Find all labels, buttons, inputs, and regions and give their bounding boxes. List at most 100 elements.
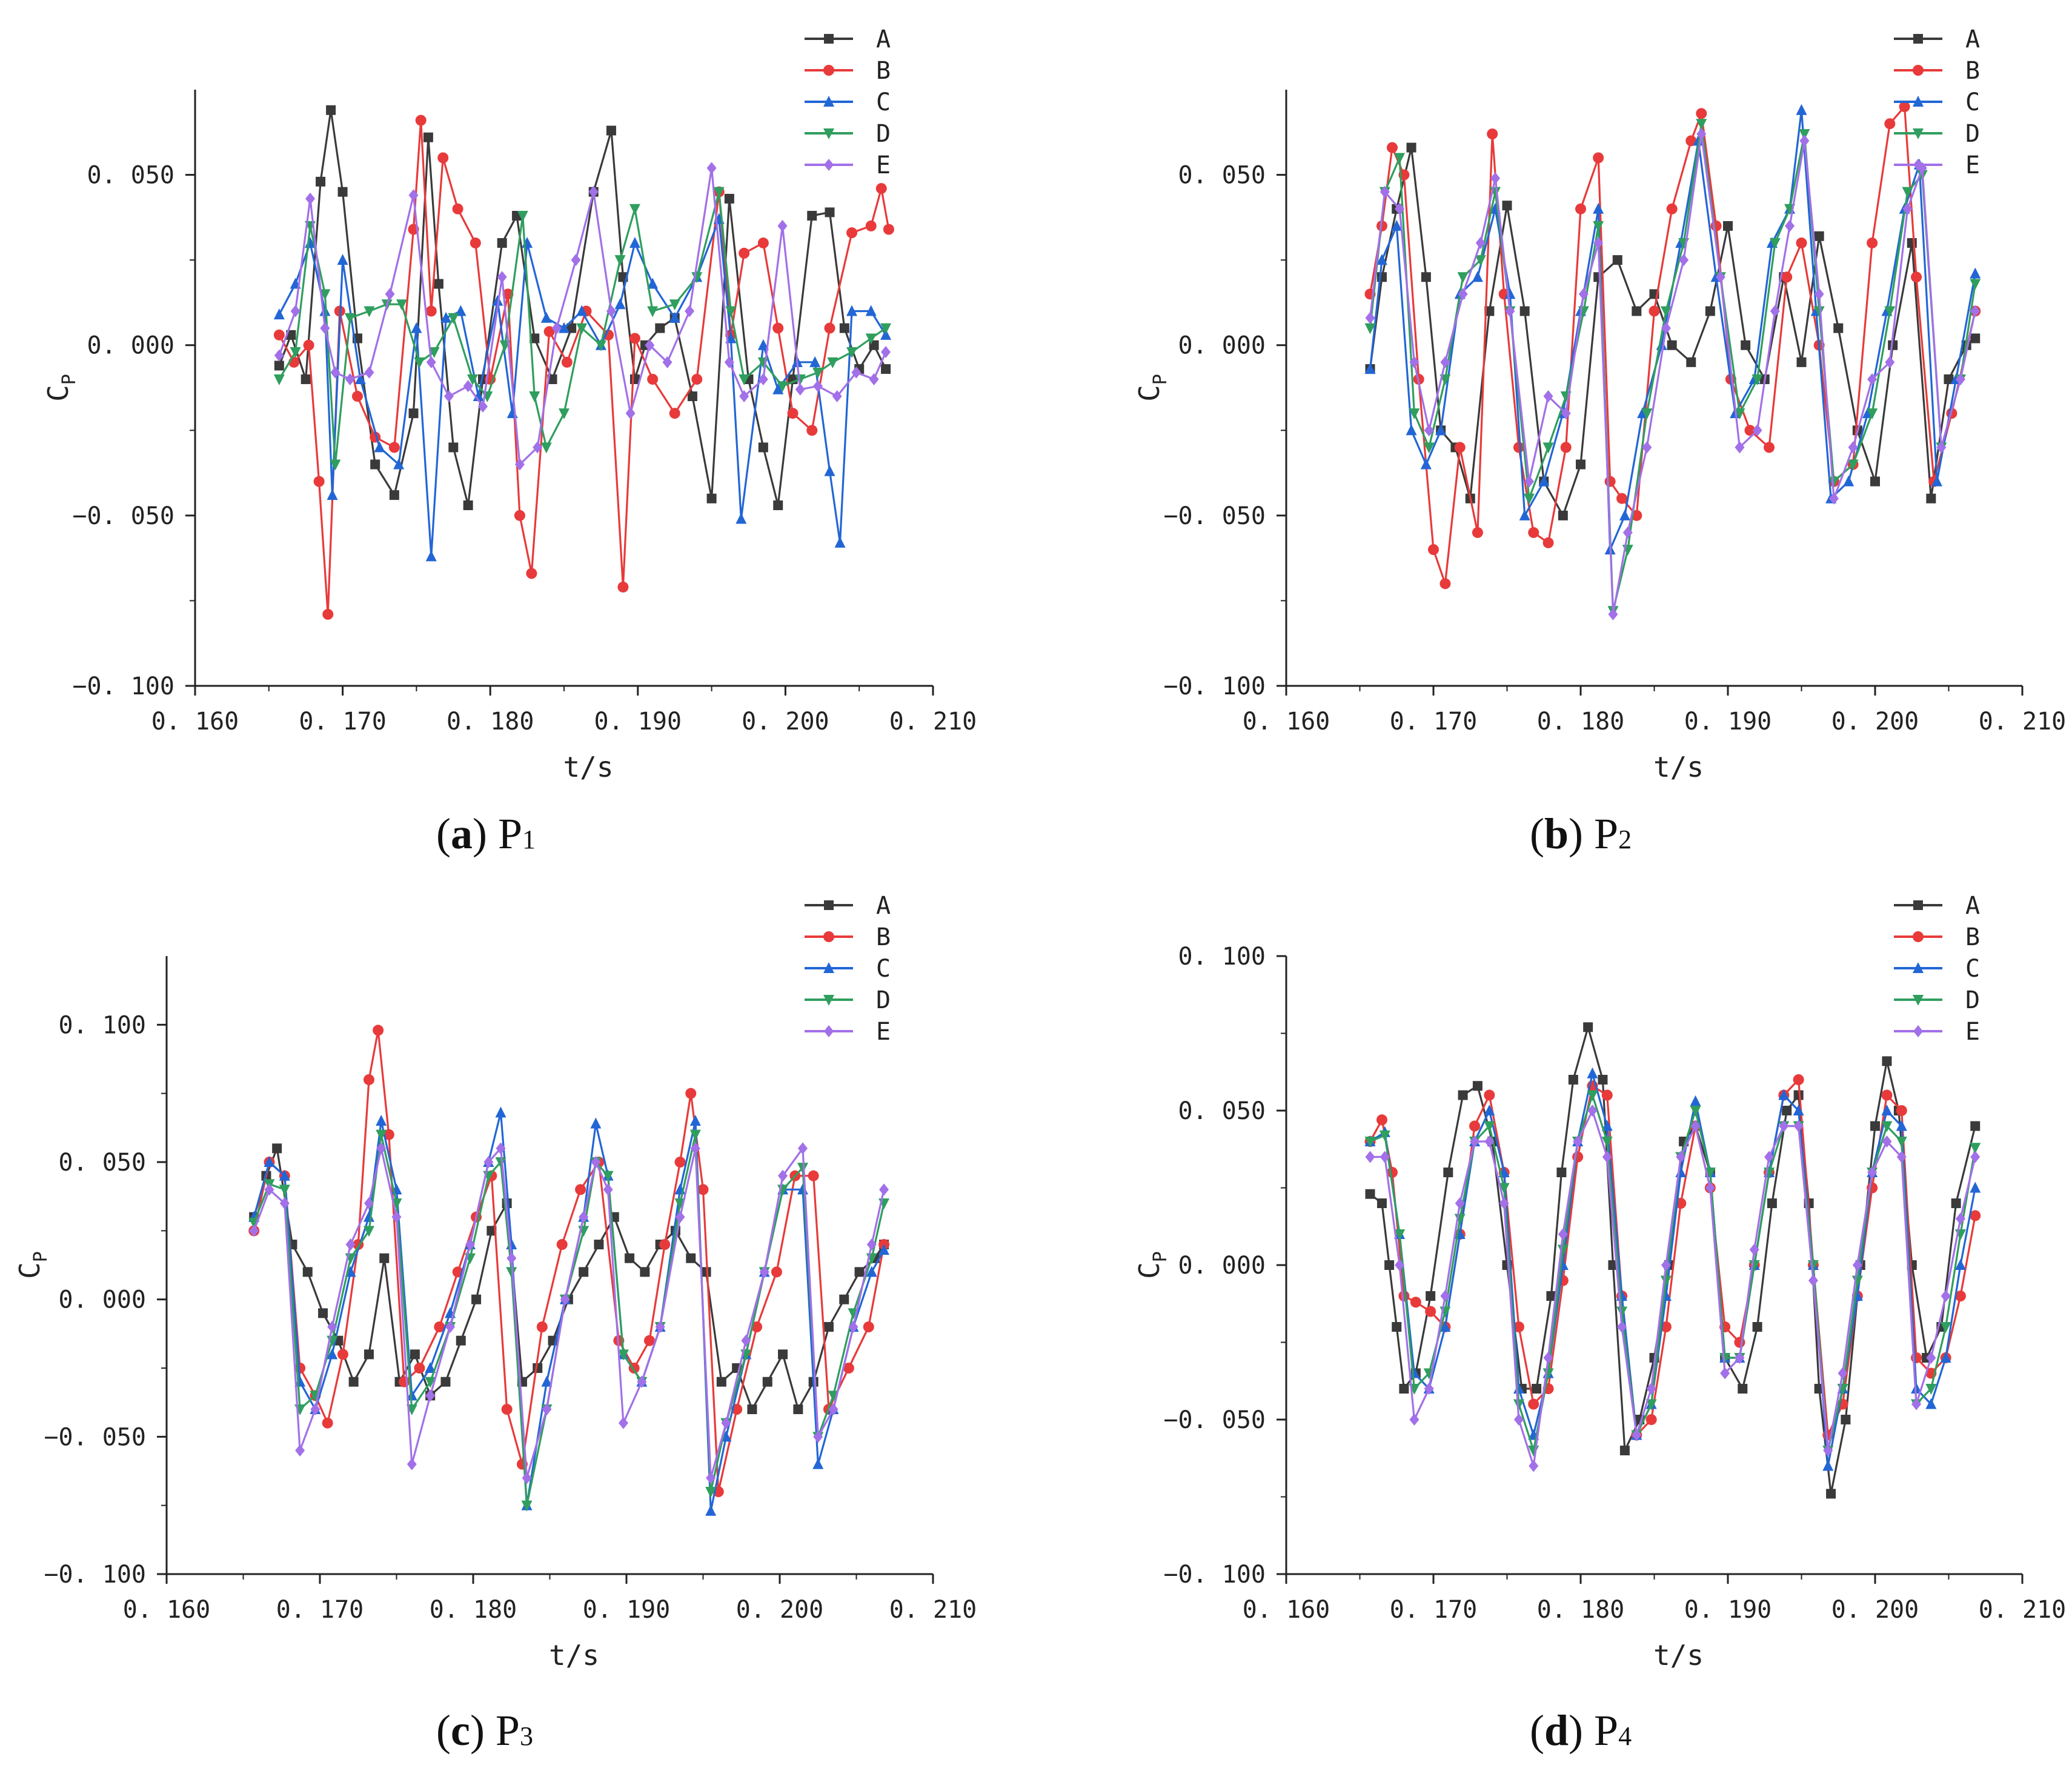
data-point-A xyxy=(1376,1198,1387,1208)
data-point-E xyxy=(869,373,879,385)
series-C xyxy=(1364,104,1981,555)
data-point-A xyxy=(370,459,380,470)
data-point-D xyxy=(777,381,788,393)
data-point-B xyxy=(691,373,703,385)
data-point-A xyxy=(364,1349,374,1360)
data-point-B xyxy=(1601,1089,1613,1101)
data-point-A xyxy=(302,1267,313,1277)
data-point-D xyxy=(1752,374,1763,385)
data-point-B xyxy=(452,203,463,214)
data-point-B xyxy=(824,322,835,334)
chart-panel-d: 0. 160 0. 170 0. 180 0. 190 0. 200 0. 210 −0. … xyxy=(1133,892,2066,1672)
data-point-E xyxy=(483,1156,494,1168)
data-point-A xyxy=(1546,1291,1556,1301)
data-point-A xyxy=(348,1377,359,1387)
data-point-D xyxy=(669,299,680,311)
data-point-B xyxy=(1793,1074,1804,1085)
legend-label-E: E xyxy=(1965,151,1980,179)
data-point-B xyxy=(1454,442,1466,453)
data-point-C xyxy=(540,311,552,323)
data-point-A xyxy=(1558,510,1568,520)
legend-label-E: E xyxy=(1965,1018,1980,1046)
data-point-B xyxy=(514,510,525,521)
legend-label-A: A xyxy=(876,892,891,920)
data-point-E xyxy=(1867,373,1878,385)
data-point-B xyxy=(1513,442,1524,453)
data-point-E xyxy=(1735,1352,1745,1364)
data-point-C xyxy=(559,322,569,333)
data-point-E xyxy=(603,1183,613,1196)
x-tick-label: 0. 210 xyxy=(889,708,977,736)
data-point-A xyxy=(1365,1189,1375,1199)
series-line-C xyxy=(1369,109,1976,551)
data-point-E xyxy=(1593,237,1604,250)
data-point-E xyxy=(327,1321,337,1333)
data-point-D xyxy=(725,306,737,317)
data-point-E xyxy=(1475,237,1486,250)
data-point-D xyxy=(1851,1275,1863,1287)
y-tick-label: 0. 000 xyxy=(87,332,175,360)
data-point-A xyxy=(1882,1056,1892,1066)
data-point-C xyxy=(1435,424,1447,436)
series-D xyxy=(1364,119,1981,617)
data-point-E xyxy=(1587,1105,1598,1117)
data-point-A xyxy=(1907,238,1917,248)
data-point-A xyxy=(1841,1415,1851,1424)
data-point-A xyxy=(1576,459,1586,470)
data-point-E xyxy=(1409,1414,1420,1426)
data-point-A xyxy=(1796,357,1807,367)
data-point-C xyxy=(411,322,422,333)
data-point-A xyxy=(1667,340,1677,350)
x-axis-label: t/s xyxy=(1653,1639,1704,1672)
x-tick-label: 0. 160 xyxy=(123,1596,211,1624)
data-point-A xyxy=(655,323,665,333)
y-tick-label: 0. 100 xyxy=(1178,943,1266,971)
data-point-D xyxy=(812,367,823,379)
data-point-A xyxy=(724,193,734,204)
data-point-E xyxy=(1424,424,1434,437)
data-point-B xyxy=(1425,1306,1436,1317)
chart-panel-b: 0. 160 0. 170 0. 180 0. 190 0. 200 0. 210 −0. … xyxy=(1133,25,2066,783)
data-point-B xyxy=(1472,527,1483,538)
data-point-B xyxy=(617,581,629,593)
data-point-C xyxy=(812,1458,824,1469)
data-point-E xyxy=(496,1142,506,1155)
data-point-B xyxy=(1899,101,1910,113)
data-point-E xyxy=(1365,1151,1375,1163)
data-point-E xyxy=(305,192,316,205)
data-point-E xyxy=(1799,135,1810,147)
data-point-C xyxy=(495,1106,506,1118)
data-point-D xyxy=(1364,323,1376,334)
data-point-A xyxy=(1951,1198,1961,1208)
data-point-D xyxy=(1719,1353,1731,1364)
data-point-E xyxy=(848,1321,858,1333)
data-point-B xyxy=(1487,128,1498,140)
data-point-D xyxy=(506,1267,517,1278)
data-point-E xyxy=(1770,305,1780,317)
data-point-A xyxy=(326,105,336,115)
data-point-B xyxy=(1410,1297,1421,1308)
data-point-B xyxy=(1881,1089,1893,1101)
data-point-E xyxy=(724,356,734,368)
data-point-C xyxy=(772,383,784,394)
data-point-E xyxy=(1715,271,1725,284)
data-point-C xyxy=(834,536,846,548)
data-point-E xyxy=(1926,1352,1936,1364)
data-point-A xyxy=(1519,306,1530,316)
y-tick-label: −0. 100 xyxy=(44,1561,146,1589)
data-point-C xyxy=(1778,1089,1790,1100)
data-point-E xyxy=(1380,1151,1390,1163)
data-point-A xyxy=(1767,1198,1777,1208)
data-point-E xyxy=(443,390,454,403)
data-point-A xyxy=(706,493,717,503)
data-point-E xyxy=(320,322,330,334)
data-point-E xyxy=(1470,1135,1480,1148)
data-point-E xyxy=(1955,373,1965,385)
legend-marker-B xyxy=(823,931,834,942)
data-point-E xyxy=(637,1375,647,1388)
data-point-A xyxy=(410,1349,420,1360)
data-point-C xyxy=(865,305,877,316)
data-point-D xyxy=(614,255,626,267)
data-point-E xyxy=(1573,1135,1583,1148)
data-point-E xyxy=(721,1417,731,1429)
